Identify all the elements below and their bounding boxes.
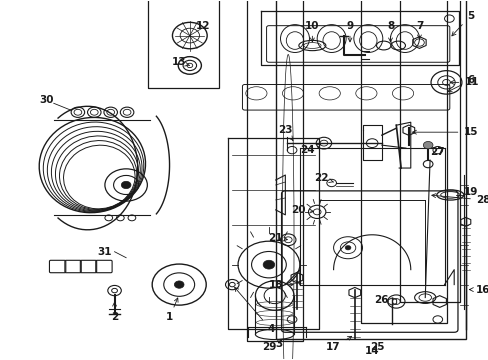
Text: 16: 16 (468, 284, 488, 294)
Text: 18: 18 (268, 280, 293, 289)
Text: 12: 12 (196, 21, 210, 31)
Text: 3: 3 (274, 339, 282, 349)
Text: 5: 5 (451, 11, 473, 36)
Bar (148, 0, 218, 88)
Bar (360, 0, 447, 323)
Text: 24: 24 (300, 144, 320, 155)
Circle shape (345, 246, 350, 250)
Text: 26: 26 (374, 294, 388, 305)
Text: 10: 10 (305, 21, 319, 42)
Circle shape (174, 281, 183, 288)
Circle shape (423, 141, 432, 149)
Text: 30: 30 (40, 95, 54, 105)
Text: 15: 15 (412, 127, 477, 137)
Text: 11: 11 (449, 77, 478, 87)
Text: 17: 17 (325, 336, 351, 352)
Text: 7: 7 (415, 21, 422, 39)
Text: 19: 19 (463, 187, 477, 197)
Text: 22: 22 (313, 173, 333, 183)
Text: 21: 21 (268, 233, 287, 243)
Text: 23: 23 (278, 125, 292, 140)
Bar (399, 0, 459, 302)
Text: 8: 8 (386, 21, 393, 42)
Circle shape (263, 260, 274, 269)
Text: 29: 29 (261, 342, 276, 352)
Text: 28: 28 (431, 194, 488, 205)
Text: 4: 4 (234, 287, 274, 334)
Text: 14: 14 (364, 346, 379, 356)
Text: 1: 1 (165, 298, 178, 323)
Text: 20: 20 (290, 205, 313, 215)
Text: 2: 2 (111, 302, 118, 323)
Text: 6: 6 (447, 75, 473, 92)
Text: 25: 25 (369, 342, 384, 352)
Text: 31: 31 (98, 247, 112, 257)
Bar (275, 0, 465, 339)
Bar (246, 0, 302, 341)
Circle shape (121, 181, 131, 189)
Text: 9: 9 (346, 21, 353, 42)
Text: 13: 13 (172, 58, 189, 67)
Text: 27: 27 (429, 147, 444, 157)
